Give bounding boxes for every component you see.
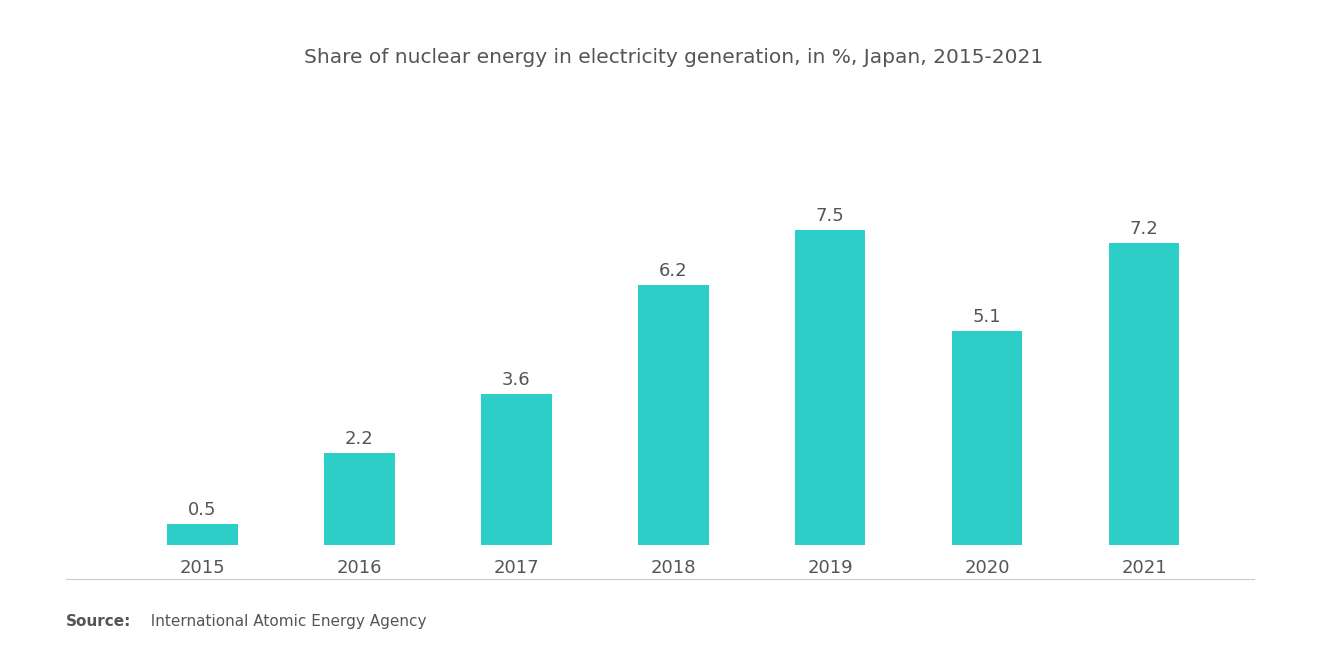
Bar <box>480 394 552 545</box>
Bar <box>952 331 1023 545</box>
Bar <box>323 453 395 545</box>
Text: 7.5: 7.5 <box>816 207 845 225</box>
Bar <box>1109 243 1180 545</box>
Text: 5.1: 5.1 <box>973 308 1002 326</box>
Text: 7.2: 7.2 <box>1130 220 1159 238</box>
Bar <box>638 285 709 545</box>
Text: 3.6: 3.6 <box>502 371 531 389</box>
Text: 6.2: 6.2 <box>659 262 688 280</box>
Bar <box>166 524 238 545</box>
Text: International Atomic Energy Agency: International Atomic Energy Agency <box>141 614 426 629</box>
Text: 2.2: 2.2 <box>345 430 374 448</box>
Bar <box>795 230 866 545</box>
Text: 0.5: 0.5 <box>187 501 216 519</box>
Text: Source:: Source: <box>66 614 132 629</box>
Title: Share of nuclear energy in electricity generation, in %, Japan, 2015-2021: Share of nuclear energy in electricity g… <box>304 48 1043 67</box>
